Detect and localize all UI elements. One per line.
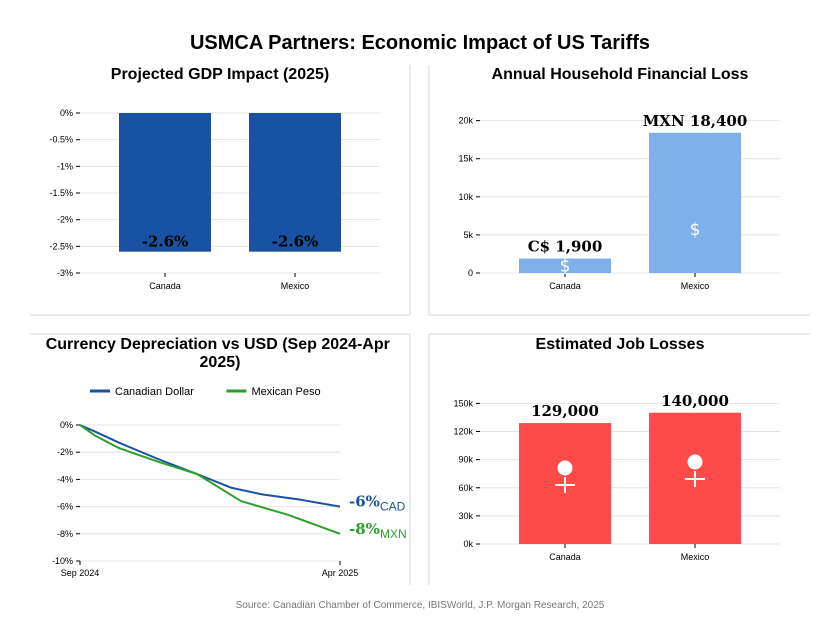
y-tick-label: -10% — [52, 556, 73, 566]
x-tick-label: Mexico — [681, 281, 710, 291]
panel-borders — [30, 65, 810, 585]
y-tick-label: -2.5% — [49, 241, 73, 251]
end-value-label: -6% — [349, 493, 380, 511]
end-value-label: -8% — [349, 520, 380, 538]
y-tick-label: 0 — [468, 268, 473, 278]
dollar-icon: $ — [690, 220, 701, 240]
y-tick-label: 15k — [458, 154, 473, 164]
bar — [519, 258, 611, 273]
source-note: Source: Canadian Chamber of Commerce, IB… — [236, 600, 605, 611]
data-label: C$ 1,900 — [528, 238, 603, 256]
series-line — [79, 424, 341, 535]
data-label: -2.6% — [142, 233, 189, 251]
x-tick-label: Canada — [549, 281, 581, 291]
y-tick-label: -4% — [57, 474, 73, 484]
y-tick-label: 90k — [458, 455, 473, 465]
data-label: -2.6% — [272, 233, 319, 251]
y-tick-label: -1.5% — [49, 188, 73, 198]
y-tick-label: -2% — [57, 447, 73, 457]
panel-title-gdp: Projected GDP Impact (2025) — [111, 66, 329, 83]
person-icon — [687, 454, 703, 470]
x-tick-label: Mexico — [281, 281, 310, 291]
y-tick-label: 5k — [463, 230, 473, 240]
y-tick-label: 60k — [458, 483, 473, 493]
y-tick-label: -6% — [57, 502, 73, 512]
panel-gdp-impact: Projected GDP Impact (2025) 0% -0.5% -1% -1… — [49, 66, 380, 291]
x-tick-label: Sep 2024 — [61, 568, 100, 578]
x-tick-label: Apr 2025 — [322, 568, 359, 578]
x-tick-label: Mexico — [681, 552, 710, 562]
data-label: 129,000 — [531, 402, 599, 420]
y-tick-label: -1% — [57, 161, 73, 171]
figure-title: USMCA Partners: Economic Impact of US Ta… — [190, 32, 650, 54]
y-tick-label: -0.5% — [49, 135, 73, 145]
x-tick-label: Canada — [549, 552, 581, 562]
y-tick-label: 30k — [458, 511, 473, 521]
person-icon — [557, 460, 573, 476]
series-line — [79, 424, 341, 508]
panel-job-losses: Estimated Job Losses 0k 30k 60k 90k 120k 150k… — [453, 336, 780, 562]
bar — [249, 113, 341, 252]
end-code-label: CAD — [380, 500, 406, 514]
y-tick-label: 0k — [463, 539, 473, 549]
y-tick-label: 150k — [453, 398, 473, 408]
bar — [649, 132, 741, 273]
y-tick-label: 10k — [458, 192, 473, 202]
panel-household-loss: Annual Household Financial Loss 0 5k 10k 15… — [458, 66, 780, 291]
y-tick-label: -3% — [57, 268, 73, 278]
y-tick-label: -2% — [57, 215, 73, 225]
y-tick-label: 120k — [453, 427, 473, 437]
panel-currency: Currency Depreciation vs USD (Sep 2024-A… — [46, 336, 407, 578]
panel-title-household: Annual Household Financial Loss — [492, 66, 749, 83]
legend-label: Mexican Peso — [252, 386, 321, 398]
y-tick-label: 0% — [60, 420, 73, 430]
bar — [119, 113, 211, 252]
data-label: MXN 18,400 — [643, 112, 748, 130]
x-tick-label: Canada — [149, 281, 181, 291]
legend-label: Canadian Dollar — [115, 386, 194, 398]
dollar-icon: $ — [560, 257, 571, 277]
panel-title-currency: Currency Depreciation vs USD (Sep 2024-A… — [46, 336, 395, 371]
y-tick-label: -8% — [57, 529, 73, 539]
data-label: 140,000 — [661, 392, 729, 410]
y-tick-label: 0% — [60, 108, 73, 118]
panel-title-jobs: Estimated Job Losses — [536, 336, 705, 353]
y-tick-label: 20k — [458, 116, 473, 126]
end-code-label: MXN — [380, 527, 407, 541]
